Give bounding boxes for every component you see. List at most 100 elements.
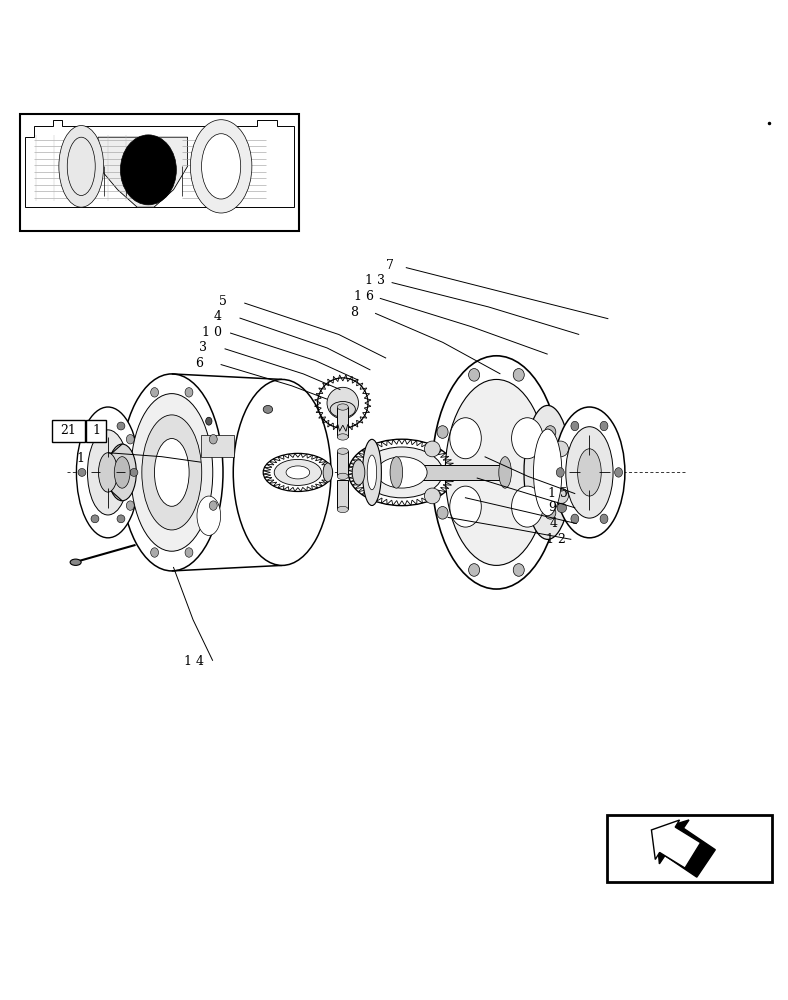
Text: 4: 4 bbox=[550, 517, 558, 530]
Text: 1 4: 1 4 bbox=[184, 655, 203, 668]
Ellipse shape bbox=[511, 486, 543, 527]
Ellipse shape bbox=[197, 496, 221, 535]
Ellipse shape bbox=[615, 468, 623, 477]
FancyArrow shape bbox=[652, 820, 701, 868]
Text: 1 3: 1 3 bbox=[365, 274, 385, 287]
Ellipse shape bbox=[437, 507, 448, 519]
Ellipse shape bbox=[571, 421, 578, 431]
Bar bbox=[396, 465, 505, 480]
Text: 1 5: 1 5 bbox=[548, 487, 567, 500]
Ellipse shape bbox=[191, 120, 252, 213]
Text: 1 2: 1 2 bbox=[546, 533, 566, 546]
Ellipse shape bbox=[513, 564, 524, 576]
Ellipse shape bbox=[130, 468, 138, 476]
Ellipse shape bbox=[337, 473, 348, 480]
Ellipse shape bbox=[524, 405, 571, 539]
Text: 7: 7 bbox=[386, 259, 394, 272]
Text: 1 6: 1 6 bbox=[354, 290, 374, 303]
Ellipse shape bbox=[98, 453, 117, 492]
Ellipse shape bbox=[578, 449, 601, 496]
Bar bbox=[337, 480, 348, 509]
Ellipse shape bbox=[323, 463, 333, 482]
Ellipse shape bbox=[499, 457, 511, 488]
FancyArrow shape bbox=[656, 820, 716, 877]
Ellipse shape bbox=[566, 427, 613, 518]
Bar bbox=[172, 374, 282, 571]
Ellipse shape bbox=[202, 134, 240, 199]
Ellipse shape bbox=[114, 457, 130, 488]
Ellipse shape bbox=[87, 430, 128, 515]
Ellipse shape bbox=[361, 447, 443, 498]
Ellipse shape bbox=[286, 466, 310, 479]
Ellipse shape bbox=[600, 514, 608, 524]
Bar bbox=[52, 420, 85, 442]
Ellipse shape bbox=[533, 429, 562, 516]
Ellipse shape bbox=[263, 405, 273, 413]
Ellipse shape bbox=[337, 434, 348, 440]
Ellipse shape bbox=[432, 356, 561, 589]
Ellipse shape bbox=[78, 468, 86, 476]
Bar bbox=[86, 420, 106, 442]
Ellipse shape bbox=[377, 457, 427, 488]
Ellipse shape bbox=[154, 439, 189, 506]
Ellipse shape bbox=[206, 417, 212, 425]
Text: 6: 6 bbox=[195, 357, 203, 370]
Ellipse shape bbox=[233, 379, 331, 565]
Text: 1 0: 1 0 bbox=[202, 326, 221, 339]
Ellipse shape bbox=[337, 506, 348, 513]
Ellipse shape bbox=[557, 503, 567, 513]
Text: 1: 1 bbox=[76, 452, 84, 465]
Bar bbox=[337, 451, 348, 476]
Ellipse shape bbox=[151, 388, 158, 397]
Ellipse shape bbox=[469, 369, 480, 381]
Text: 5: 5 bbox=[219, 295, 227, 308]
Ellipse shape bbox=[185, 548, 193, 557]
Ellipse shape bbox=[210, 501, 217, 510]
Ellipse shape bbox=[437, 426, 448, 438]
Ellipse shape bbox=[425, 488, 440, 504]
Ellipse shape bbox=[337, 448, 348, 454]
Ellipse shape bbox=[108, 444, 136, 501]
Ellipse shape bbox=[210, 435, 217, 444]
Ellipse shape bbox=[330, 401, 355, 417]
Text: 3: 3 bbox=[199, 341, 206, 354]
Text: 8: 8 bbox=[350, 306, 358, 319]
Ellipse shape bbox=[352, 460, 365, 485]
Ellipse shape bbox=[367, 455, 377, 490]
Ellipse shape bbox=[390, 457, 403, 488]
Bar bbox=[201, 435, 234, 457]
Ellipse shape bbox=[263, 453, 333, 491]
Bar bbox=[607, 815, 772, 882]
Ellipse shape bbox=[70, 559, 81, 565]
Ellipse shape bbox=[76, 407, 139, 538]
Ellipse shape bbox=[91, 515, 99, 523]
Ellipse shape bbox=[600, 421, 608, 431]
Ellipse shape bbox=[67, 137, 95, 196]
Ellipse shape bbox=[185, 388, 193, 397]
Ellipse shape bbox=[545, 507, 556, 519]
Ellipse shape bbox=[511, 418, 543, 459]
Ellipse shape bbox=[337, 404, 348, 410]
Ellipse shape bbox=[450, 418, 481, 459]
Polygon shape bbox=[98, 137, 188, 207]
Ellipse shape bbox=[151, 548, 158, 557]
Ellipse shape bbox=[554, 407, 625, 538]
Text: 21: 21 bbox=[61, 424, 76, 437]
Ellipse shape bbox=[450, 486, 481, 527]
Bar bbox=[20, 114, 299, 231]
Ellipse shape bbox=[362, 439, 381, 506]
Ellipse shape bbox=[131, 394, 213, 551]
Ellipse shape bbox=[126, 501, 134, 510]
Ellipse shape bbox=[469, 564, 480, 576]
Ellipse shape bbox=[142, 415, 202, 530]
Ellipse shape bbox=[318, 378, 368, 428]
Ellipse shape bbox=[117, 515, 125, 523]
Ellipse shape bbox=[348, 439, 455, 506]
Ellipse shape bbox=[121, 374, 223, 571]
Ellipse shape bbox=[425, 441, 440, 457]
Ellipse shape bbox=[121, 135, 177, 205]
Ellipse shape bbox=[545, 426, 556, 438]
Ellipse shape bbox=[552, 488, 568, 504]
Ellipse shape bbox=[445, 379, 548, 565]
Text: 9: 9 bbox=[548, 501, 556, 514]
